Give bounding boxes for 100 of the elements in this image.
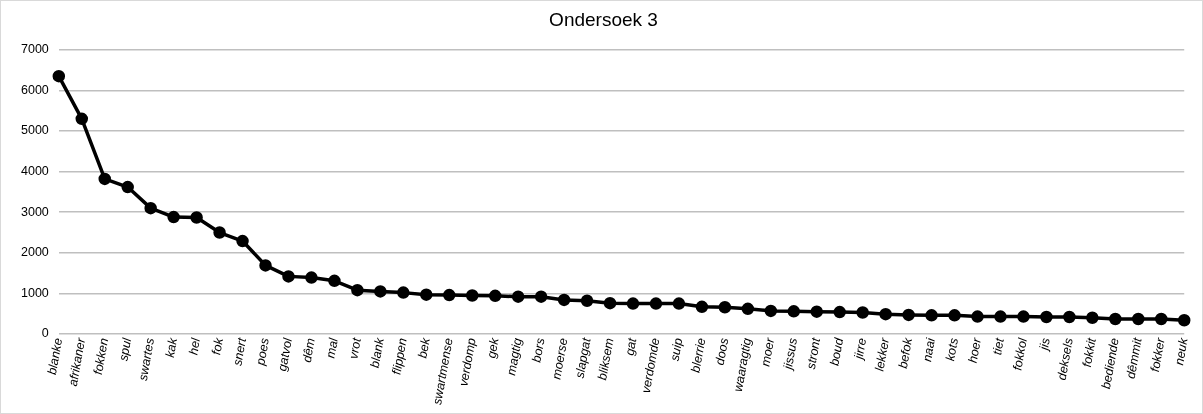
point (580, 294, 594, 307)
point (718, 300, 732, 314)
point (833, 305, 846, 319)
point (1086, 311, 1099, 325)
x-tick-label: tiet (990, 336, 1007, 356)
x-tick-label: moer (758, 336, 778, 368)
x-tick-label: jissus (780, 337, 801, 373)
point (488, 289, 502, 303)
x-tick-label: mal (323, 335, 342, 360)
point (52, 69, 66, 83)
x-tick-label: jirre (851, 337, 870, 362)
point (810, 305, 823, 318)
point (1040, 310, 1053, 324)
x-tick-label: gat (622, 336, 640, 357)
x-tick-label: doos (712, 337, 732, 367)
point (948, 309, 961, 322)
point (1063, 310, 1076, 324)
x-tick-label: fokkol (1010, 335, 1031, 372)
point (741, 302, 755, 316)
x-tick-label: waaragtig (731, 336, 755, 393)
x-tick-label: swartmense (430, 336, 456, 406)
point (603, 296, 617, 310)
point (443, 288, 456, 302)
x-tick-label: hoer (965, 336, 985, 365)
point (328, 274, 341, 288)
y-tick-label: 2000 (21, 245, 49, 260)
x-tick-label: blank (367, 336, 387, 369)
x-tick-label: swartes (135, 337, 158, 382)
point (1017, 310, 1030, 323)
point (397, 286, 410, 299)
point (213, 226, 226, 239)
point (695, 300, 709, 314)
x-tick-label: afrikaner (65, 336, 89, 388)
x-tick-label: hel (186, 335, 204, 356)
y-tick-label: 1000 (21, 285, 49, 300)
x-tick-label: slapgat (572, 336, 594, 380)
point (282, 270, 295, 283)
point (144, 201, 157, 215)
y-tick-label: 7000 (21, 42, 49, 57)
x-tick-label: bliksem (595, 337, 617, 382)
x-tick-label: flippen (389, 336, 410, 376)
point (1109, 312, 1122, 326)
point (259, 259, 272, 272)
chart-title: Ondersoek 3 (549, 8, 658, 30)
x-tick-label: verdomde (638, 336, 663, 395)
x-tick-label: fokker (1147, 336, 1168, 373)
y-tick-label: 5000 (21, 123, 49, 138)
point (75, 112, 89, 126)
point (626, 297, 640, 310)
point (420, 288, 433, 301)
point (1132, 312, 1145, 326)
x-tick-label: moerse (549, 336, 571, 381)
point (787, 305, 801, 318)
x-tick-label: bors (529, 337, 548, 364)
point (305, 271, 318, 284)
point (902, 308, 915, 322)
x-tick-label: befok (895, 336, 916, 370)
point (994, 310, 1007, 323)
point (121, 180, 134, 194)
point (167, 210, 180, 224)
y-tick-label: 4000 (21, 164, 49, 179)
point (511, 290, 525, 303)
x-tick-label: gatvol (275, 335, 296, 373)
point (649, 297, 663, 310)
x-tick-label: fokkit (1079, 336, 1099, 369)
x-tick-label: neuk (1172, 336, 1191, 367)
x-tick-label: suip (667, 336, 686, 363)
point (879, 307, 892, 321)
x-tick-label: fokken (90, 337, 112, 376)
point (374, 285, 387, 298)
point (557, 293, 571, 307)
point (1177, 313, 1191, 327)
point (971, 310, 984, 323)
point (236, 234, 249, 248)
x-tick-label: bediende (1098, 337, 1122, 391)
x-tick-label: blerrie (688, 337, 709, 374)
x-tick-label: lekker (872, 336, 893, 373)
point (672, 297, 686, 310)
y-tick-label: 6000 (21, 82, 49, 97)
point (190, 211, 203, 224)
point (465, 289, 479, 302)
point (925, 309, 938, 322)
x-tick-label: poes (253, 337, 272, 368)
x-tick-label: dêmmit (1123, 336, 1145, 380)
x-tick-label: verdomp (456, 336, 479, 388)
x-tick-label: gek (484, 336, 502, 360)
x-tick-label: snert (230, 336, 250, 367)
point (534, 290, 548, 303)
x-tick-label: deksels (1054, 337, 1076, 382)
point (764, 304, 778, 318)
x-tick-label: kak (162, 336, 181, 359)
x-tick-label: boud (827, 336, 847, 367)
x-tick-label: stront (803, 336, 824, 371)
point (98, 172, 111, 186)
x-tick-label: vrot (346, 336, 364, 360)
x-tick-label: naai (920, 335, 939, 363)
x-tick-label: magtig (504, 337, 525, 377)
point (856, 306, 869, 319)
x-tick-label: dêm (299, 337, 318, 364)
y-tick-label: 3000 (21, 204, 49, 219)
